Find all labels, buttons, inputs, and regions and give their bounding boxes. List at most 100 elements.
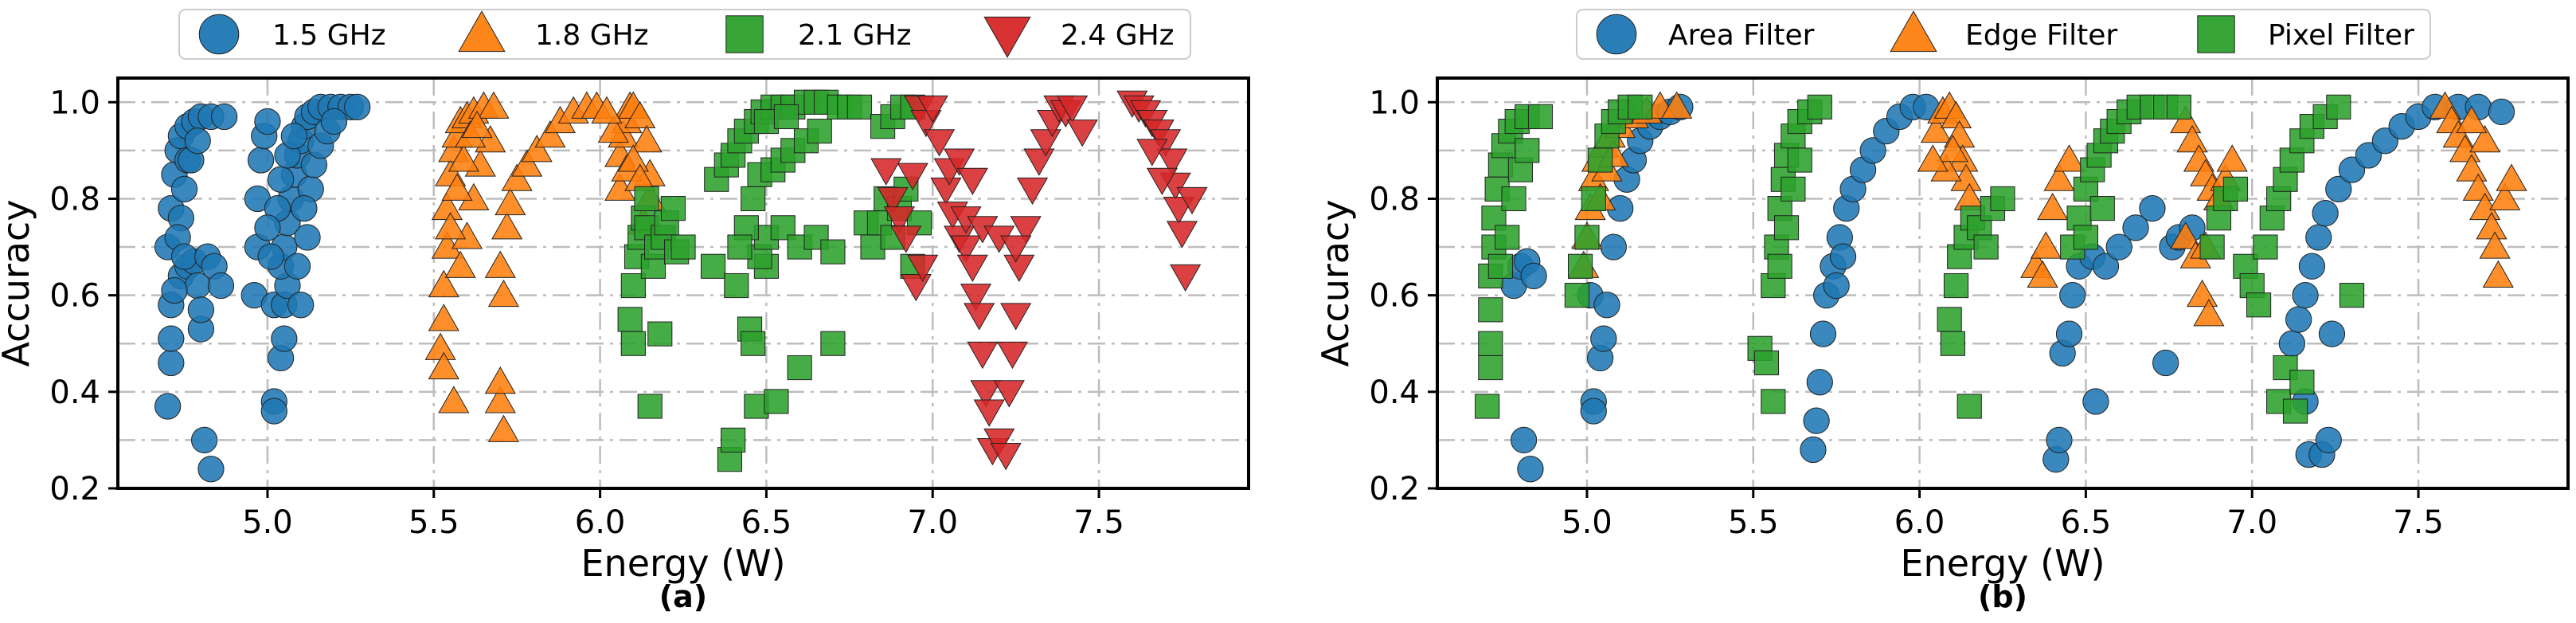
data-point [268, 166, 295, 193]
data-point [1787, 147, 1812, 173]
data-point [435, 212, 467, 240]
x-tick-label: 5.5 [408, 504, 459, 541]
data-point [647, 321, 673, 347]
data-point [2170, 221, 2202, 249]
legend-marker [2197, 15, 2235, 53]
data-point [820, 331, 846, 356]
data-point [2339, 283, 2365, 308]
data-point [1166, 221, 1198, 249]
data-point [2055, 320, 2083, 347]
x-tick-label: 7.0 [907, 504, 958, 541]
series-1-5-ghz [154, 93, 371, 483]
data-point [2479, 231, 2511, 259]
data-point [438, 386, 470, 413]
data-point [1823, 272, 1850, 300]
data-point [993, 380, 1025, 408]
y-axis-label: Accuracy [1314, 199, 1357, 366]
data-point [207, 272, 235, 300]
legend-entry: 2.4 GHz [1061, 19, 1175, 52]
panel-label: (a) [659, 579, 707, 614]
data-point [1588, 147, 1613, 173]
data-point [1753, 350, 1780, 376]
data-point [764, 389, 789, 414]
data-point [2462, 173, 2494, 201]
data-point [478, 91, 510, 119]
data-point [670, 234, 696, 260]
x-tick-label: 6.0 [1894, 504, 1945, 541]
axes-frame [116, 76, 1250, 490]
data-point [247, 147, 275, 174]
data-point [807, 119, 832, 144]
legend-entry: 1.5 GHz [272, 19, 386, 52]
data-point [1803, 407, 1830, 434]
data-point [2176, 125, 2208, 153]
data-point [1593, 292, 1620, 319]
x-tick-label: 6.0 [575, 504, 626, 541]
data-point [2282, 398, 2308, 424]
data-point [1564, 283, 1589, 308]
data-point [956, 254, 988, 283]
data-point [1829, 243, 1857, 270]
y-tick-label: 0.2 [49, 471, 100, 507]
panel-a: 5.0 5.5 6.0 6.5 7.0 7.5 0.2 0.4 0.6 0.8 1.0 Energy … [0, 9, 1250, 614]
data-point [1937, 135, 1968, 163]
data-point [494, 187, 526, 216]
data-point [2315, 426, 2342, 454]
data-points [154, 89, 1208, 483]
data-point [1527, 104, 1554, 130]
data-point [154, 393, 182, 420]
data-point [2456, 154, 2488, 182]
data-point [161, 276, 188, 304]
data-point [2037, 192, 2069, 221]
data-point [461, 110, 493, 139]
data-point [973, 399, 1005, 427]
legend-box [178, 9, 1191, 60]
data-point [1937, 307, 1962, 332]
x-tick-label: 7.5 [2393, 504, 2444, 541]
data-point [2285, 306, 2312, 333]
legend-marker [1890, 10, 1937, 53]
data-point [1501, 186, 1526, 212]
data-point [2152, 349, 2179, 377]
legend-entry: Area Filter [1668, 19, 1815, 52]
data-point [2139, 194, 2166, 222]
data-point [1170, 264, 1202, 292]
y-tick-label: 0.4 [1369, 374, 1420, 411]
data-point [637, 394, 663, 419]
y-tick-label: 1.0 [1369, 84, 1420, 121]
data-point [1600, 233, 1627, 261]
x-axis-label: Energy (W) [1900, 542, 2105, 585]
data-point [964, 303, 995, 331]
data-point [291, 194, 318, 222]
data-point [491, 212, 523, 240]
series-pixel-filter [1475, 94, 2365, 424]
data-point [1568, 253, 1593, 279]
series-edge-filter [1568, 91, 2527, 327]
y-tick-label: 1.0 [49, 84, 100, 121]
legend-marker [458, 10, 506, 53]
data-point [617, 307, 643, 332]
data-point [2046, 426, 2073, 454]
data-point [320, 108, 348, 135]
data-point [883, 206, 916, 234]
data-point [1000, 235, 1032, 263]
data-point [428, 269, 459, 298]
data-point [2030, 231, 2062, 259]
data-point [1580, 398, 1607, 425]
legend: 1.5 GHz 1.8 GHz 2.1 GHz 2.4 GHz [178, 9, 1191, 60]
data-point [170, 243, 198, 270]
data-point [967, 341, 999, 370]
data-point [1807, 94, 1832, 120]
data-point [634, 186, 659, 212]
data-point [787, 355, 812, 381]
data-point [257, 243, 284, 270]
data-point [283, 253, 311, 280]
data-point [1859, 137, 1886, 164]
data-point [1943, 272, 1969, 299]
data-point [2199, 234, 2225, 260]
data-point [2456, 105, 2488, 134]
data-point [2089, 196, 2115, 221]
legend: Area Filter Edge Filter Pixel Filter [1576, 9, 2431, 60]
data-point [1973, 234, 1999, 260]
